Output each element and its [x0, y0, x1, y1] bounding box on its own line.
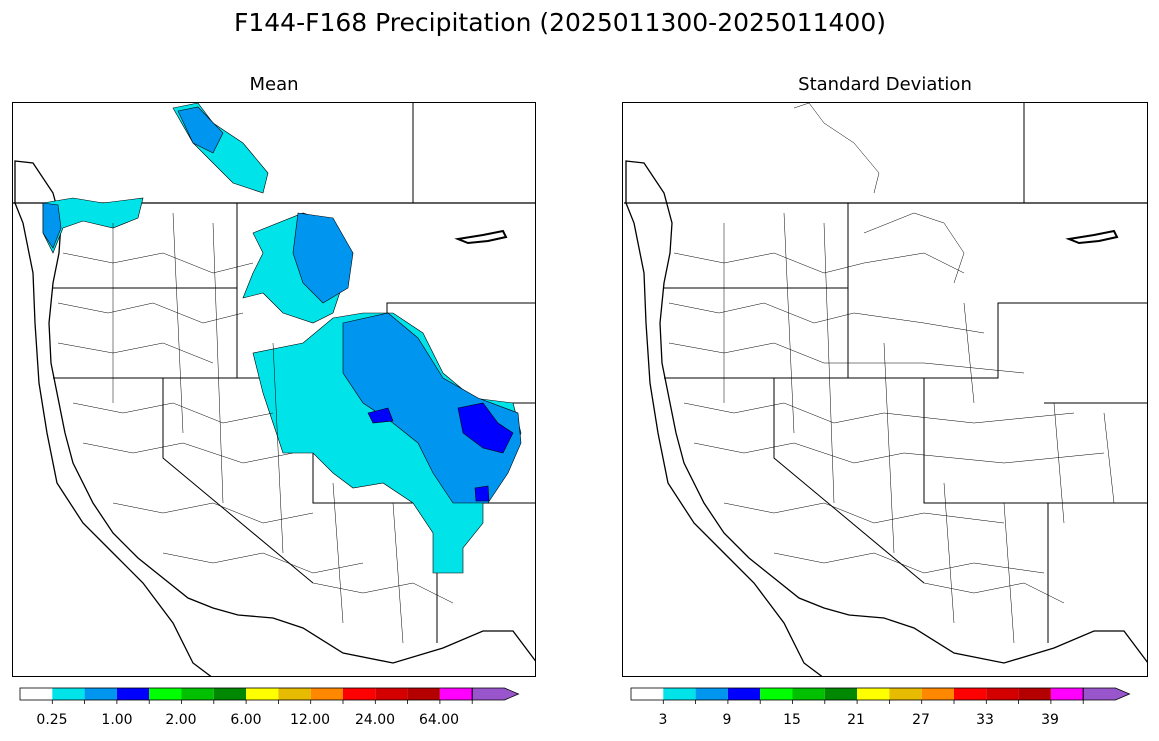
stddev-colorbar-segment	[760, 688, 793, 700]
stddev-colorbar-segment	[727, 688, 761, 700]
stddev-colorbar-segment	[857, 688, 890, 700]
stddev-map-svg	[624, 103, 1147, 676]
mean-colorbar-segment	[20, 688, 53, 700]
stddev-colorbar-segment	[889, 688, 922, 700]
precip-medium	[177, 106, 224, 154]
land-outline	[625, 160, 1147, 676]
stddev-colorbar-segment	[792, 688, 825, 700]
stddev-colorbar-segment	[1018, 688, 1051, 700]
stddev-colorbar-segment	[1050, 688, 1084, 700]
mean-colorbar-segment	[246, 688, 279, 700]
stddev-colorbar	[630, 687, 1141, 718]
mean-colorbar-segment	[84, 688, 117, 700]
stddev-colorbar-svg	[630, 687, 1131, 704]
stddev-map	[622, 102, 1148, 677]
stddev-colorbar-segment	[921, 688, 954, 700]
mean-tick-label: 64.00	[418, 712, 460, 728]
basin-boundaries	[57, 212, 454, 644]
mean-colorbar	[19, 687, 530, 718]
stddev-colorbar-segment	[954, 688, 987, 700]
mean-colorbar-segment	[407, 688, 440, 700]
mean-colorbar-segment	[181, 688, 214, 700]
stddev-panel-title: Standard Deviation	[798, 74, 972, 95]
precip-heavy	[474, 485, 490, 502]
mean-tick-label: 0.25	[36, 712, 68, 728]
mean-tick-label: 6.00	[230, 712, 262, 728]
mean-panel-title: Mean	[249, 74, 299, 95]
stddev-tick-label: 15	[783, 712, 801, 728]
stddev-tick-label: 39	[1041, 712, 1059, 728]
stddev-colorbar-segment	[824, 688, 858, 700]
stddev-tick-label: 33	[976, 712, 994, 728]
mean-tick-label: 12.00	[289, 712, 331, 728]
precip-medium	[292, 212, 354, 304]
mean-map	[12, 102, 536, 677]
mean-colorbar-svg	[19, 687, 520, 704]
state-line	[162, 378, 314, 584]
stddev-tick-label: 9	[722, 712, 732, 728]
precip-light	[252, 312, 522, 574]
mean-colorbar-segment	[149, 688, 182, 700]
stddev-colorbar-arrow	[1082, 687, 1131, 701]
basin-boundaries	[668, 103, 1115, 644]
land-outline	[14, 160, 535, 676]
mean-tick-label: 2.00	[165, 712, 197, 728]
stddev-tick-label: 27	[912, 712, 930, 728]
mean-colorbar-segment	[213, 688, 247, 700]
mean-colorbar-segment	[310, 688, 343, 700]
mean-colorbar-arrow	[471, 687, 520, 701]
figure-title: F144-F168 Precipitation (2025011300-2025…	[233, 8, 886, 37]
mean-colorbar-segment	[375, 688, 408, 700]
state-line	[773, 378, 925, 584]
mean-tick-label: 1.00	[101, 712, 133, 728]
state-line	[923, 378, 1147, 504]
stddev-tick-label: 21	[847, 712, 865, 728]
stddev-tick-label: 3	[658, 712, 668, 728]
lake-icon	[454, 229, 508, 245]
precip-heavy	[457, 402, 514, 454]
stddev-colorbar-segment	[631, 688, 664, 700]
mean-colorbar-segment	[278, 688, 311, 700]
precip-heavy	[367, 407, 394, 424]
stddev-colorbar-segment	[663, 688, 696, 700]
stddev-colorbar-segment	[695, 688, 728, 700]
mean-tick-label: 24.00	[354, 712, 396, 728]
state-line	[664, 302, 1147, 379]
mean-colorbar-segment	[116, 688, 150, 700]
mean-map-svg	[13, 103, 535, 676]
stddev-colorbar-segment	[986, 688, 1019, 700]
mean-colorbar-segment	[439, 688, 473, 700]
lake-icon	[1065, 229, 1119, 245]
mean-colorbar-segment	[343, 688, 376, 700]
precip-medium	[42, 202, 62, 249]
mean-colorbar-segment	[52, 688, 85, 700]
